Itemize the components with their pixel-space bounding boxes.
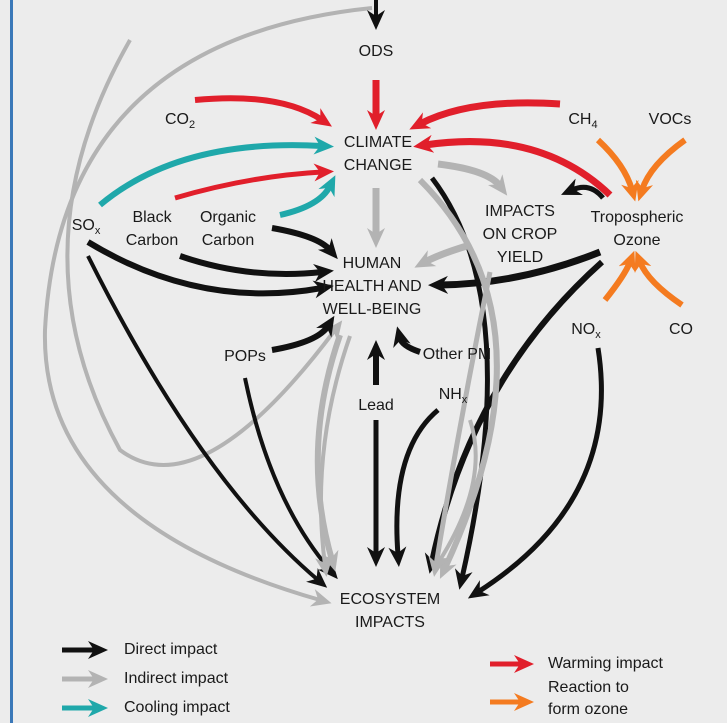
node-label: SOx [72,217,101,237]
legend-label: Indirect impact [124,670,229,687]
node-label: ON CROP [483,226,558,243]
node-label: Other PM [423,346,491,363]
arrow [634,250,684,308]
node-label-text: SO [72,217,95,234]
node-label: CLIMATE [344,134,412,151]
arrow [388,408,440,567]
arrow [414,241,472,268]
arrow [194,95,332,127]
node-label: Lead [358,397,394,414]
node-label-text: CO [165,111,189,128]
arrow [595,137,639,202]
arrow [635,137,687,202]
legend-label: Cooling impact [124,699,230,716]
arrow [428,248,602,294]
node-label: CO2 [165,111,195,131]
node-label: VOCs [649,111,692,128]
node-label: CHANGE [344,157,412,174]
node-label-subscript: x [95,225,101,237]
arrow [98,136,334,208]
node-label: IMPACTS [355,614,425,631]
node-label: Black [132,209,172,226]
node-label-text: CH [568,111,591,128]
arrow [179,253,334,282]
arrow [417,177,500,579]
arrow [413,134,613,198]
node-label: IMPACTS [485,203,555,220]
node-label: Carbon [126,232,178,249]
arrow [315,335,352,577]
node-label: CO [669,321,693,338]
node-label-subscript: 2 [189,119,195,131]
node-label: NHx [439,386,468,406]
node-label: NOx [571,321,601,341]
arrow [86,239,334,299]
arrow [65,39,343,467]
arrow [314,334,343,572]
arrow [437,160,508,196]
arrow [271,315,335,353]
node-label-text: NH [439,386,462,403]
node-label: YIELD [497,249,543,266]
legend-label: Warming impact [548,655,664,672]
node-label-subscript: x [595,329,601,341]
arrows [42,0,687,717]
arrow [428,271,493,577]
arrow [393,326,421,355]
left-border [10,0,13,723]
node-label: ECOSYSTEM [340,591,440,608]
node-label-subscript: x [462,394,468,406]
legend-label: Direct impact [124,641,218,658]
node-label: CH4 [568,111,597,131]
node-label: Ozone [613,232,660,249]
node-label: HEALTH AND [322,278,421,295]
node-label: WELL-BEING [323,301,422,318]
legend-label: form ozone [548,701,628,718]
node-label: Tropospheric [591,209,684,226]
arrow [467,347,604,599]
arrow [174,163,334,201]
arrow [409,99,561,130]
node-label: Carbon [202,232,254,249]
node-label-subscript: 4 [591,119,597,131]
arrow [433,419,478,571]
arrow [42,6,373,607]
arrow [279,175,336,218]
node-label: Organic [200,209,256,226]
node-label: ODS [359,43,394,60]
arrow [561,178,605,200]
arrow [86,255,328,588]
arrow [602,250,636,302]
node-label: POPs [224,348,266,365]
legend-label: Reaction to [548,679,629,696]
arrow [271,225,338,260]
node-label: HUMAN [343,255,402,272]
arrow [243,377,338,580]
arrow [430,176,490,590]
node-label-text: NO [571,321,595,338]
